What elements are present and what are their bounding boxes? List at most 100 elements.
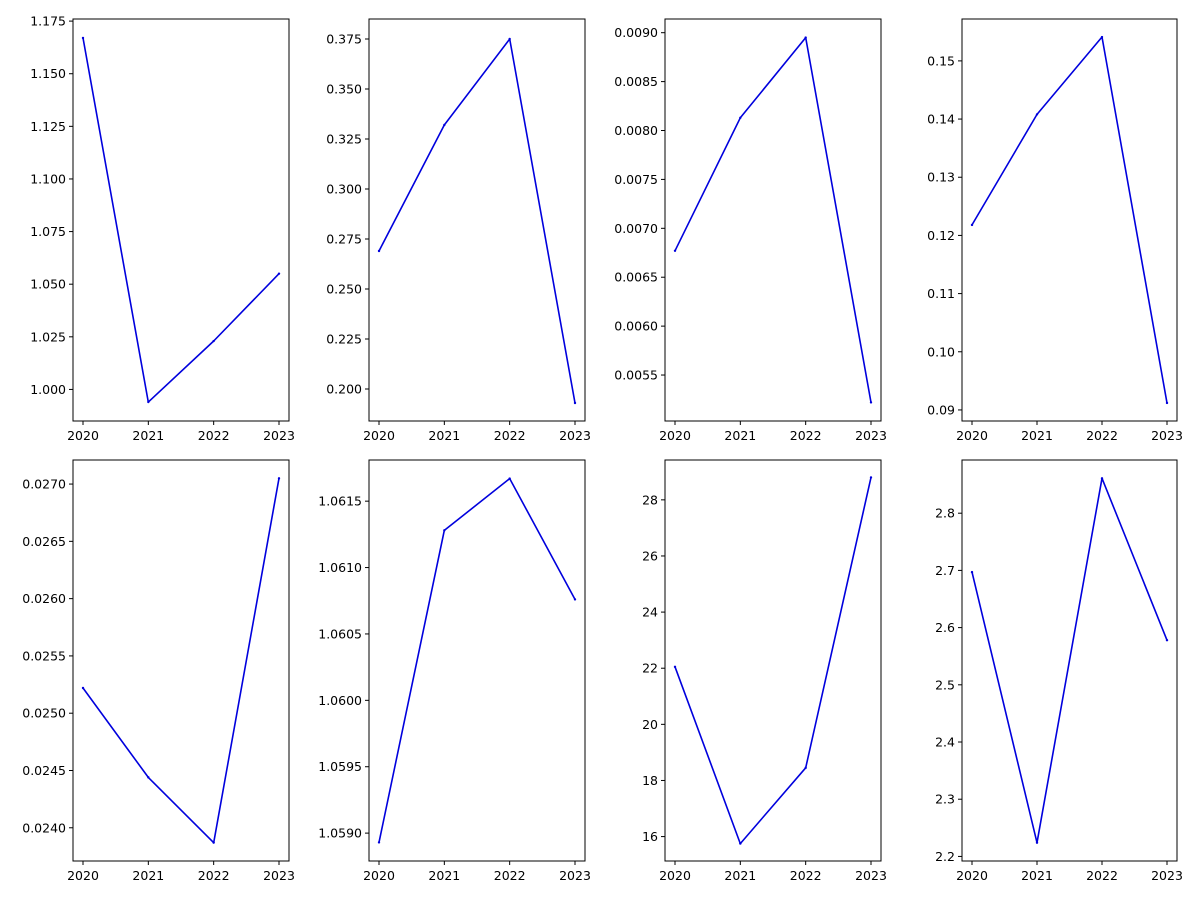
y-tick-label: 1.0590 bbox=[318, 826, 362, 841]
y-tick-label: 16 bbox=[642, 829, 658, 844]
y-tick-label: 2.6 bbox=[935, 620, 955, 635]
y-tick-label: 1.025 bbox=[30, 329, 66, 344]
data-point bbox=[1035, 113, 1039, 116]
y-tick-label: 0.0055 bbox=[614, 368, 658, 383]
y-tick-label: 18 bbox=[642, 773, 658, 788]
axes-frame bbox=[368, 459, 586, 862]
data-point bbox=[673, 665, 677, 669]
data-point bbox=[443, 123, 446, 127]
x-tick-label: 2023 bbox=[559, 868, 591, 883]
y-tick-label: 0.275 bbox=[326, 232, 362, 247]
y-tick-label: 28 bbox=[642, 492, 658, 507]
y-tick-label: 20 bbox=[642, 717, 658, 732]
x-tick-label: 2021 bbox=[1021, 868, 1053, 883]
data-point bbox=[377, 249, 381, 253]
x-tick-label: 2021 bbox=[132, 868, 164, 883]
x-tick-label: 2022 bbox=[790, 428, 822, 443]
y-tick-label: 2.2 bbox=[935, 849, 955, 864]
y-tick-label: 0.325 bbox=[326, 132, 362, 147]
series-line bbox=[378, 477, 576, 843]
y-tick-label: 0.0075 bbox=[614, 172, 658, 187]
x-tick-label: 2020 bbox=[956, 868, 988, 883]
data-point bbox=[573, 598, 577, 601]
y-tick-label: 1.0595 bbox=[318, 759, 362, 774]
x-tick-label: 2021 bbox=[132, 428, 164, 443]
x-tick-label: 2021 bbox=[724, 428, 756, 443]
data-point bbox=[869, 476, 873, 479]
data-point bbox=[1165, 401, 1169, 405]
axes-frame bbox=[368, 18, 586, 422]
x-tick-label: 2020 bbox=[659, 428, 691, 443]
y-tick-label: 0.10 bbox=[927, 344, 955, 359]
x-tick-label: 2020 bbox=[67, 428, 99, 443]
y-tick-label: 0.14 bbox=[927, 112, 955, 127]
y-tick-label: 0.0265 bbox=[22, 534, 66, 549]
x-tick-label: 2023 bbox=[855, 868, 887, 883]
y-tick-label: 2.5 bbox=[935, 677, 955, 692]
x-tick-label: 2022 bbox=[198, 428, 230, 443]
axes-frame bbox=[72, 459, 290, 862]
x-tick-label: 2023 bbox=[855, 428, 887, 443]
y-tick-label: 0.0060 bbox=[614, 319, 658, 334]
data-point bbox=[508, 477, 511, 480]
y-tick-label: 0.12 bbox=[927, 228, 955, 243]
axes-frame bbox=[961, 18, 1178, 422]
y-tick-label: 0.0250 bbox=[22, 706, 66, 721]
y-tick-label: 2.4 bbox=[935, 735, 955, 750]
data-point bbox=[212, 339, 215, 343]
y-tick-label: 0.0260 bbox=[22, 591, 66, 606]
data-point bbox=[277, 477, 281, 480]
data-point bbox=[869, 401, 873, 404]
data-point bbox=[1035, 841, 1039, 844]
data-point bbox=[147, 776, 150, 779]
y-tick-label: 2.8 bbox=[935, 506, 955, 521]
y-tick-label: 1.0615 bbox=[318, 494, 362, 509]
x-tick-label: 2021 bbox=[1021, 428, 1053, 443]
x-tick-label: 2023 bbox=[1151, 868, 1183, 883]
y-tick-label: 0.350 bbox=[326, 82, 362, 97]
data-point bbox=[804, 766, 807, 770]
x-tick-label: 2021 bbox=[724, 868, 756, 883]
axes-frame bbox=[72, 18, 290, 422]
x-tick-label: 2023 bbox=[559, 428, 591, 443]
y-tick-label: 1.0605 bbox=[318, 626, 362, 641]
y-tick-label: 0.200 bbox=[326, 382, 362, 397]
y-tick-label: 0.0080 bbox=[614, 123, 658, 138]
series-line bbox=[378, 38, 576, 404]
series-line bbox=[82, 37, 280, 403]
data-point bbox=[212, 841, 215, 844]
axes-frame bbox=[961, 459, 1178, 862]
x-tick-label: 2023 bbox=[1151, 428, 1183, 443]
data-point bbox=[443, 529, 446, 532]
y-tick-label: 1.100 bbox=[30, 171, 66, 186]
y-tick-label: 0.375 bbox=[326, 32, 362, 47]
subplot-6: 1.0590 1.0595 1.0600 1.0605 1.0610 1.0615 2020… bbox=[318, 459, 591, 883]
y-tick-label: 22 bbox=[642, 661, 658, 676]
data-point bbox=[573, 401, 577, 405]
data-point bbox=[739, 842, 742, 845]
y-tick-label: 0.0245 bbox=[22, 763, 66, 778]
data-point bbox=[508, 37, 511, 41]
x-tick-label: 2022 bbox=[1086, 868, 1118, 883]
subplot-1: 1.000 1.025 1.050 1.075 1.100 1.125 1.150 1.175… bbox=[30, 14, 295, 443]
y-tick-label: 0.15 bbox=[927, 53, 955, 68]
y-tick-label: 2.7 bbox=[935, 563, 955, 578]
series-line bbox=[82, 478, 280, 844]
y-tick-label: 0.09 bbox=[927, 402, 955, 417]
y-tick-label: 1.075 bbox=[30, 224, 66, 239]
y-tick-label: 1.125 bbox=[30, 119, 66, 134]
y-tick-label: 26 bbox=[642, 548, 658, 563]
x-tick-label: 2020 bbox=[659, 868, 691, 883]
y-tick-label: 1.175 bbox=[30, 14, 66, 29]
x-tick-label: 2020 bbox=[67, 868, 99, 883]
y-tick-label: 0.300 bbox=[326, 182, 362, 197]
data-point bbox=[1100, 35, 1104, 39]
x-tick-label: 2023 bbox=[263, 428, 295, 443]
y-tick-label: 1.0600 bbox=[318, 693, 362, 708]
y-tick-label: 0.0255 bbox=[22, 648, 66, 663]
x-tick-label: 2020 bbox=[956, 428, 988, 443]
y-tick-label: 1.0610 bbox=[318, 560, 362, 575]
subplot-3: 0.0055 0.0060 0.0065 0.0070 0.0075 0.0080 0.00… bbox=[614, 18, 887, 443]
